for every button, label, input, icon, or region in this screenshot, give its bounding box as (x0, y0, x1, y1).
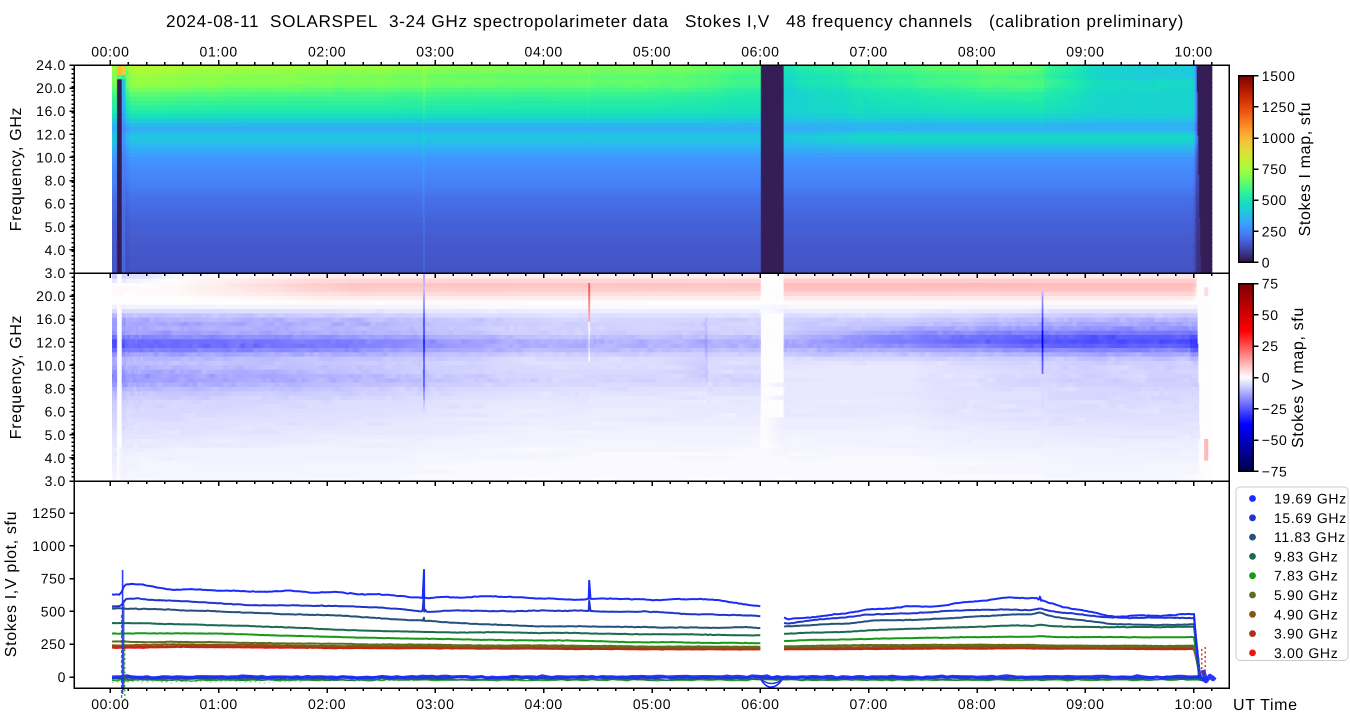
svg-text:01:00: 01:00 (200, 696, 238, 712)
svg-text:Stokes I map, sfu: Stokes I map, sfu (1297, 102, 1314, 237)
svg-text:01:00: 01:00 (200, 44, 238, 60)
svg-text:−25: −25 (1262, 401, 1288, 417)
svg-text:0: 0 (58, 669, 66, 685)
svg-text:75: 75 (1262, 276, 1279, 292)
svg-text:−50: −50 (1262, 432, 1288, 448)
svg-text:07:00: 07:00 (850, 696, 888, 712)
svg-text:Frequency, GHz: Frequency, GHz (8, 315, 25, 439)
svg-text:9.83 GHz: 9.83 GHz (1274, 548, 1338, 564)
svg-text:2024-08-11 SOLARSPEL 3-24 GH: 2024-08-11 SOLARSPEL 3-24 GHz spectropol… (166, 12, 1184, 31)
svg-text:0: 0 (1262, 370, 1270, 386)
svg-text:−75: −75 (1262, 463, 1288, 479)
svg-text:12.0: 12.0 (36, 334, 66, 350)
svg-text:1000: 1000 (32, 538, 66, 554)
svg-text:5.0: 5.0 (45, 219, 66, 235)
svg-text:1250: 1250 (1262, 99, 1296, 115)
svg-text:250: 250 (41, 636, 66, 652)
svg-text:250: 250 (1262, 223, 1287, 239)
svg-text:00:00: 00:00 (91, 44, 129, 60)
svg-text:00:00: 00:00 (91, 696, 129, 712)
svg-text:20.0: 20.0 (36, 288, 66, 304)
svg-text:5.90 GHz: 5.90 GHz (1274, 587, 1338, 603)
svg-text:6.0: 6.0 (45, 404, 66, 420)
svg-text:08:00: 08:00 (958, 44, 996, 60)
svg-text:02:00: 02:00 (308, 696, 346, 712)
svg-text:1500: 1500 (1262, 68, 1296, 84)
svg-text:1250: 1250 (32, 505, 66, 521)
svg-text:500: 500 (1262, 192, 1287, 208)
svg-text:0: 0 (1262, 254, 1270, 270)
svg-text:5.0: 5.0 (45, 427, 66, 443)
svg-text:750: 750 (1262, 161, 1287, 177)
svg-text:10.0: 10.0 (36, 357, 66, 373)
svg-text:50: 50 (1262, 307, 1279, 323)
svg-text:Stokes I,V plot, sfu: Stokes I,V plot, sfu (3, 511, 20, 657)
svg-text:4.0: 4.0 (45, 450, 66, 466)
svg-text:Stokes V map, sfu: Stokes V map, sfu (1290, 307, 1307, 448)
svg-text:19.69 GHz: 19.69 GHz (1274, 491, 1347, 507)
svg-text:10:00: 10:00 (1175, 696, 1213, 712)
svg-text:06:00: 06:00 (741, 696, 779, 712)
svg-text:16.0: 16.0 (36, 103, 66, 119)
svg-text:3.00 GHz: 3.00 GHz (1274, 645, 1338, 661)
svg-text:4.0: 4.0 (45, 242, 66, 258)
svg-text:10:00: 10:00 (1175, 44, 1213, 60)
svg-text:06:00: 06:00 (741, 44, 779, 60)
svg-text:7.83 GHz: 7.83 GHz (1274, 568, 1338, 584)
svg-text:UT Time: UT Time (1233, 697, 1298, 714)
svg-text:25: 25 (1262, 338, 1279, 354)
svg-text:3.0: 3.0 (45, 473, 66, 489)
svg-text:3.0: 3.0 (45, 265, 66, 281)
svg-text:05:00: 05:00 (633, 44, 671, 60)
svg-text:1000: 1000 (1262, 130, 1296, 146)
svg-text:09:00: 09:00 (1066, 44, 1104, 60)
svg-text:03:00: 03:00 (416, 44, 454, 60)
svg-text:750: 750 (41, 571, 66, 587)
svg-text:12.0: 12.0 (36, 126, 66, 142)
svg-text:11.83 GHz: 11.83 GHz (1274, 529, 1346, 545)
svg-text:03:00: 03:00 (416, 696, 454, 712)
svg-text:20.0: 20.0 (36, 80, 66, 96)
svg-text:24.0: 24.0 (36, 57, 66, 73)
svg-text:4.90 GHz: 4.90 GHz (1274, 606, 1338, 622)
svg-text:09:00: 09:00 (1066, 696, 1104, 712)
svg-text:15.69 GHz: 15.69 GHz (1274, 510, 1347, 526)
svg-text:Frequency, GHz: Frequency, GHz (8, 107, 25, 231)
svg-text:05:00: 05:00 (633, 696, 671, 712)
svg-text:500: 500 (41, 603, 66, 619)
svg-text:02:00: 02:00 (308, 44, 346, 60)
svg-text:6.0: 6.0 (45, 196, 66, 212)
svg-text:10.0: 10.0 (36, 149, 66, 165)
svg-text:04:00: 04:00 (525, 696, 563, 712)
svg-text:3.90 GHz: 3.90 GHz (1274, 626, 1338, 642)
svg-text:04:00: 04:00 (525, 44, 563, 60)
svg-text:08:00: 08:00 (958, 696, 996, 712)
svg-text:8.0: 8.0 (45, 173, 66, 189)
svg-text:07:00: 07:00 (850, 44, 888, 60)
svg-text:8.0: 8.0 (45, 381, 66, 397)
svg-text:16.0: 16.0 (36, 311, 66, 327)
